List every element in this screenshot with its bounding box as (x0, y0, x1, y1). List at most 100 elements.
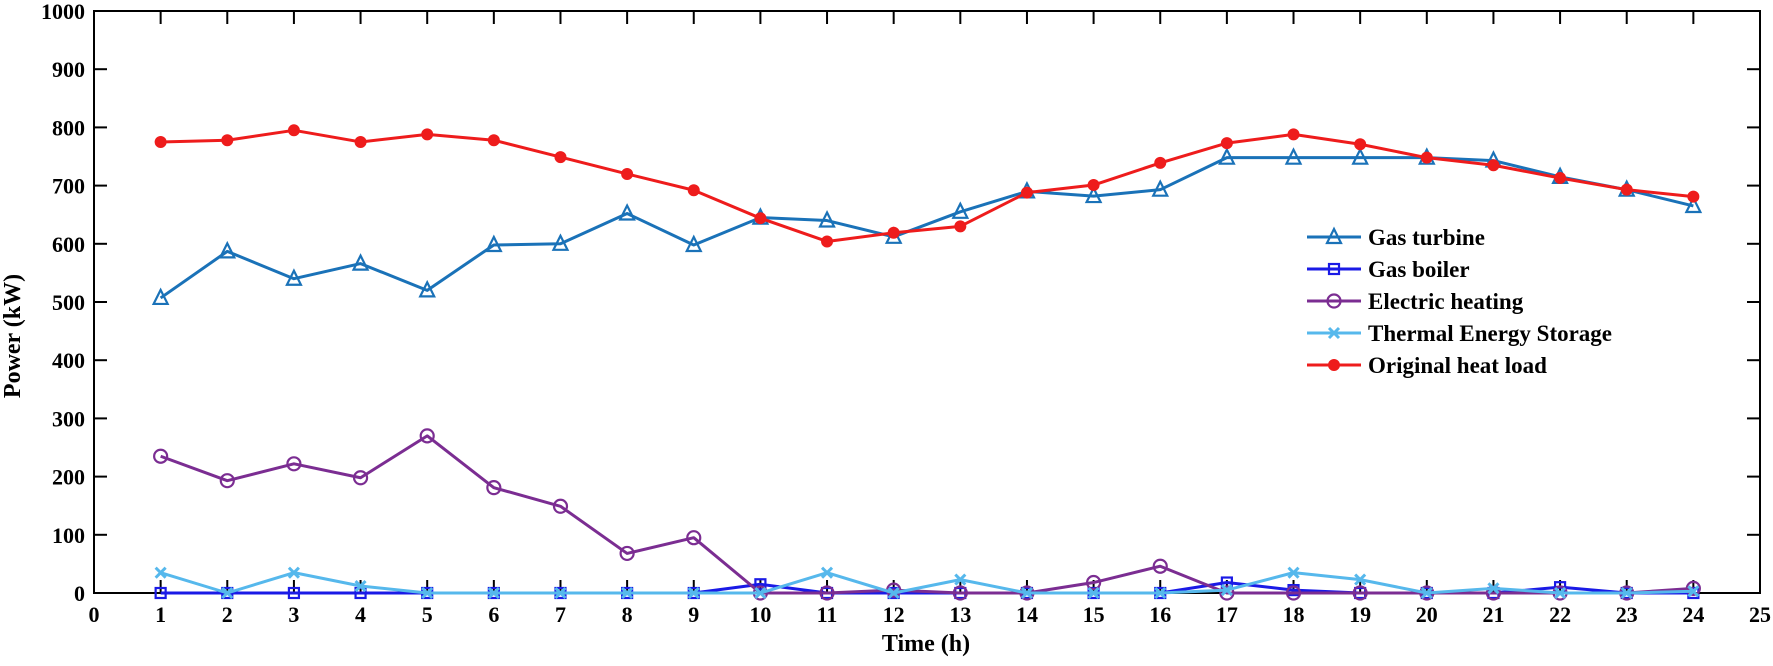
legend-marker (1326, 293, 1342, 309)
data-point (418, 279, 436, 298)
data-point (1354, 573, 1367, 586)
data-point (684, 234, 703, 253)
data-point (954, 573, 967, 586)
data-point (286, 456, 302, 472)
y-tick-label: 300 (52, 406, 85, 431)
data-point (754, 578, 767, 591)
data-point (1154, 156, 1167, 169)
data-point (351, 253, 370, 271)
data-point (818, 210, 836, 228)
data-point (1687, 585, 1700, 598)
data-point (554, 586, 567, 600)
series-line (160, 434, 1694, 595)
x-tick-label: 11 (817, 602, 838, 627)
data-point (1487, 582, 1500, 595)
data-point (1220, 584, 1233, 597)
x-tick-label: 9 (688, 602, 699, 627)
data-point (421, 128, 434, 141)
data-point (821, 235, 834, 248)
data-point (820, 566, 834, 579)
legend-marker (1325, 226, 1343, 245)
series-electric-heating (153, 428, 1701, 601)
legend-entry: Original heat load (1307, 353, 1547, 378)
series-original-heat-load (154, 124, 1700, 248)
y-axis-title: Power (kW) (0, 274, 26, 398)
data-point (1487, 159, 1500, 172)
data-point (952, 585, 968, 601)
data-point (1219, 585, 1235, 601)
data-point (551, 233, 570, 251)
data-point (354, 135, 367, 148)
data-point (287, 124, 300, 137)
x-tick-label: 8 (622, 602, 633, 627)
x-tick-label: 16 (1149, 602, 1171, 627)
x-tick-label: 5 (422, 602, 433, 627)
legend-entry: Gas boiler (1307, 257, 1470, 282)
x-tick-label: 3 (288, 602, 299, 627)
data-point (487, 134, 500, 147)
data-point (151, 287, 170, 306)
data-point (552, 498, 569, 514)
axes: 0 1 2 3 4 5 6 7 8 9 10 11 12 13 14 15 16 17 18 19 20 21 22 23 24… (41, 0, 1771, 627)
data-point (1218, 147, 1236, 165)
data-point (1285, 585, 1302, 601)
data-point (1554, 586, 1567, 600)
data-point (354, 579, 367, 593)
data-point (1420, 151, 1433, 164)
data-point (285, 268, 303, 286)
data-point (1151, 179, 1170, 197)
data-point (421, 586, 434, 600)
y-tick-label: 800 (52, 115, 85, 140)
data-point (1287, 566, 1300, 579)
y-tick-label: 100 (52, 523, 85, 548)
data-point (887, 586, 900, 600)
data-point (687, 184, 700, 197)
x-tick-label: 6 (488, 602, 499, 627)
x-tick-label: 14 (1016, 602, 1038, 627)
y-tick-label: 0 (74, 581, 85, 606)
legend-marker (1328, 359, 1340, 371)
data-point (1352, 585, 1368, 601)
data-point (687, 586, 700, 600)
x-tick-label: 25 (1749, 602, 1771, 627)
data-point (754, 212, 767, 225)
data-point (1152, 558, 1168, 574)
legend-label: Original heat load (1368, 353, 1547, 378)
x-tick-label: 18 (1283, 602, 1305, 627)
data-point (1154, 586, 1167, 600)
series-line (160, 128, 1694, 243)
legend-label: Gas boiler (1368, 257, 1470, 282)
data-point (618, 203, 636, 221)
data-point (1620, 586, 1633, 600)
x-tick-label: 10 (749, 602, 771, 627)
data-point (1420, 586, 1433, 600)
data-point (419, 428, 435, 444)
y-tick-label: 900 (52, 57, 85, 82)
series-layer (151, 124, 1703, 601)
data-point (554, 151, 567, 164)
x-axis-title: Time (h) (882, 631, 970, 657)
legend-entry: Gas turbine (1307, 225, 1485, 250)
data-point (1684, 195, 1703, 214)
data-point (485, 234, 503, 253)
data-point (1287, 128, 1300, 141)
legend-marker (1327, 326, 1341, 340)
x-tick-label: 24 (1682, 602, 1704, 627)
x-tick-label: 23 (1616, 602, 1638, 627)
data-point (754, 586, 767, 600)
legend-label: Gas turbine (1368, 225, 1485, 250)
x-tick-label: 0 (89, 602, 100, 627)
y-tick-label: 500 (52, 290, 85, 315)
data-point (621, 586, 634, 600)
data-point (1284, 147, 1303, 165)
data-point (1351, 147, 1369, 165)
data-point (1620, 183, 1633, 196)
y-tick-label: 600 (52, 232, 85, 257)
legend-entry: Electric heating (1307, 289, 1524, 314)
legend: Gas turbine Gas boiler Electric heating The… (1307, 225, 1612, 378)
x-tick-label: 15 (1083, 602, 1105, 627)
x-tick-label: 2 (222, 602, 233, 627)
data-point (218, 240, 237, 259)
data-point (1084, 185, 1103, 204)
